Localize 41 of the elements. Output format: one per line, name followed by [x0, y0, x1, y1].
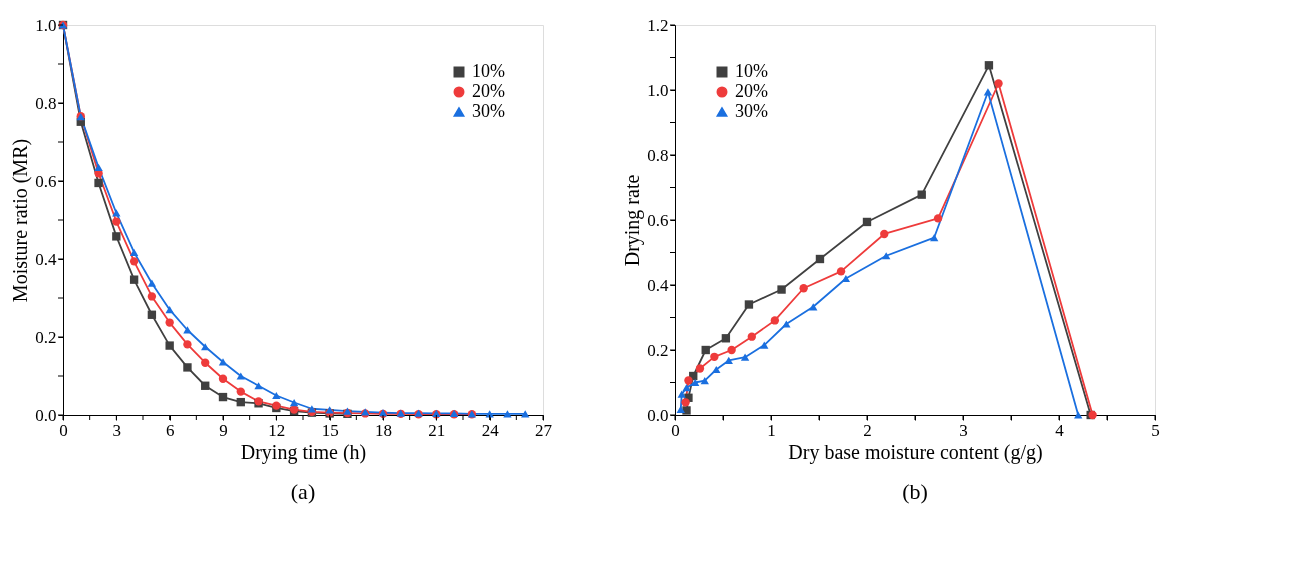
x-tick-label: 0 — [671, 420, 680, 440]
text: (a) — [290, 479, 316, 504]
x-tick-label: 5 — [1151, 420, 1160, 440]
legend-label: 30% — [472, 101, 505, 121]
legend-label: 20% — [735, 81, 768, 101]
text: (b) — [902, 479, 928, 504]
y-tick-label: 0.8 — [647, 145, 669, 165]
x-axis-title: Dry base moisture content (g/g) — [788, 440, 1043, 464]
y-tick-label: 1.2 — [647, 15, 669, 35]
y-tick-label: 0.4 — [647, 275, 669, 295]
y-tick-label: 0.6 — [647, 210, 669, 230]
legend-label: 10% — [735, 61, 768, 81]
x-tick-label: 6 — [165, 420, 175, 440]
y-tick-label: 1.0 — [35, 15, 57, 35]
x-tick-label: 15 — [321, 420, 339, 440]
x-tick-label: 3 — [112, 420, 122, 440]
x-tick-label: 4 — [1055, 420, 1065, 440]
x-axis-title: Drying time (h) — [240, 440, 367, 464]
legend-label: 10% — [472, 61, 505, 81]
y-tick-label: 0.0 — [647, 405, 669, 425]
x-tick-label: 3 — [959, 420, 968, 440]
y-tick-label: 0.8 — [35, 93, 57, 113]
y-tick-label: 0.2 — [35, 327, 57, 347]
x-tick-label: 18 — [375, 420, 392, 440]
x-tick-label: 24 — [481, 420, 500, 440]
x-tick-label: 12 — [268, 420, 286, 440]
x-tick-label: 1 — [767, 420, 776, 440]
legend-label: 30% — [735, 101, 768, 121]
x-tick-label: 21 — [428, 420, 446, 440]
x-tick-label: 2 — [863, 420, 872, 440]
y-tick-label: 0.6 — [35, 171, 57, 191]
y-tick-label: 0.4 — [35, 249, 57, 269]
y-axis-title: Moisture ratio (MR) — [9, 138, 33, 303]
x-tick-label: 27 — [535, 420, 553, 440]
x-tick-label: 0 — [59, 420, 68, 440]
y-tick-label: 0.2 — [647, 340, 669, 360]
x-tick-label: 9 — [219, 420, 228, 440]
legend-label: 20% — [472, 81, 505, 101]
y-axis-title: Drying rate — [621, 174, 645, 267]
y-tick-label: 1.0 — [647, 80, 669, 100]
y-tick-label: 0.0 — [35, 405, 57, 425]
